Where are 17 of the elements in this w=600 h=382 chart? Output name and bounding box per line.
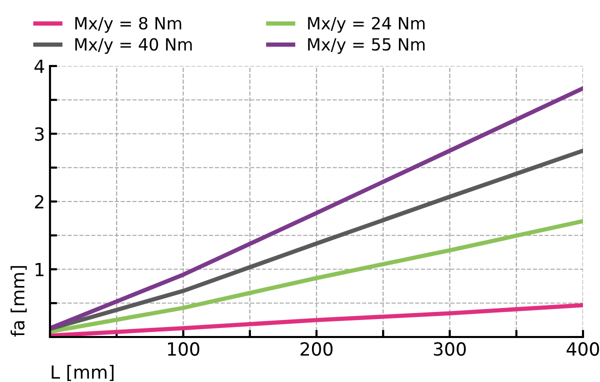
x-axis-title: L [mm] — [52, 364, 114, 381]
legend-label: Mx/y = 8 Nm — [75, 16, 182, 33]
legend-label: Mx/y = 40 Nm — [75, 38, 192, 54]
x-tick-label: 100 — [168, 342, 200, 356]
y-axis-title: fa [mm] — [10, 266, 27, 337]
y-tick-label: 2 — [34, 194, 44, 208]
y-tick-label: 1 — [36, 262, 44, 276]
legend-label: Mx/y = 24 Nm — [308, 16, 425, 33]
x-tick-label: 200 — [300, 342, 333, 356]
line-series — [50, 86, 583, 330]
x-tick-label: 300 — [434, 342, 466, 356]
y-tick-label: 4 — [34, 60, 44, 73]
x-tick-label: 400 — [566, 342, 600, 356]
y-tick-label: 3 — [35, 127, 44, 141]
line-series — [50, 219, 583, 334]
legend-label: Mx/y = 55 Nm — [308, 38, 425, 54]
line-series — [50, 148, 583, 331]
